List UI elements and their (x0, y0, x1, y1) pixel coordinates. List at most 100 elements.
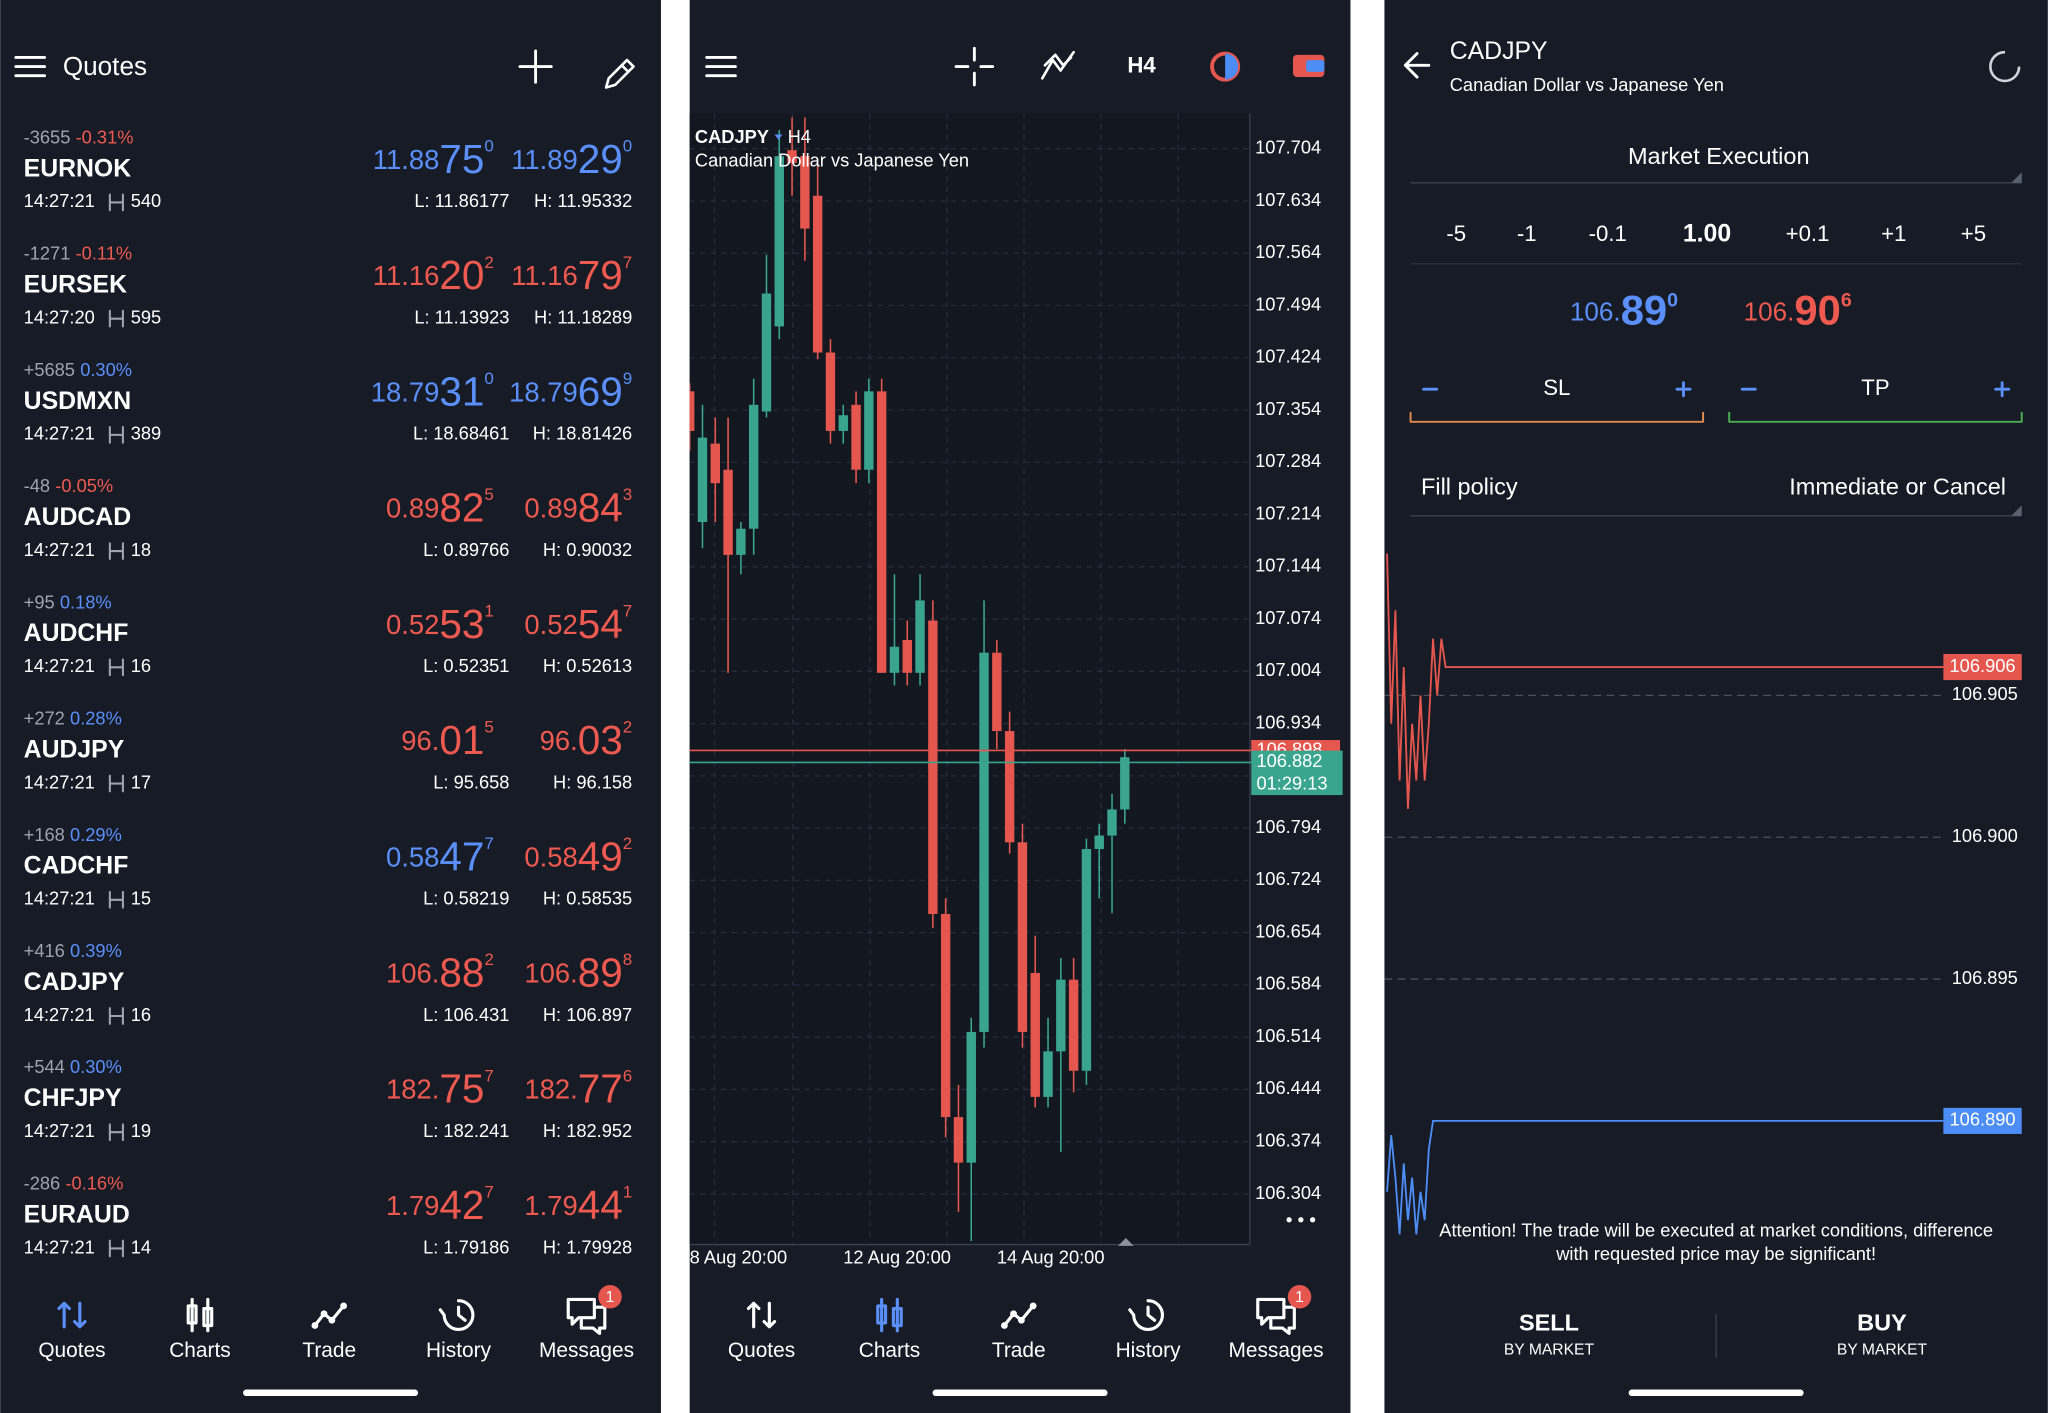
percent: 0.39% (70, 940, 122, 961)
nav-label[interactable]: Charts (169, 1339, 230, 1362)
nav-icon (566, 1297, 607, 1335)
y-tick-label: 106.934 (1255, 711, 1321, 732)
nav-icon-dot (1001, 1322, 1008, 1329)
bid-prefix: 0.52 (386, 609, 439, 640)
nav-icon-dot (1029, 1302, 1037, 1310)
ask-price: 1.79441 (524, 1182, 632, 1228)
change: -286 (24, 1172, 61, 1193)
fill-policy: Immediate or Cancel (1789, 474, 2006, 500)
change-line: +544 0.30% (24, 1056, 122, 1077)
trade-screen (1384, 0, 2048, 1413)
candle-body (748, 404, 759, 529)
ask-prefix: 106. (1744, 296, 1795, 326)
volume-step[interactable]: +1 (1881, 221, 1906, 246)
x-tick-label: 12 Aug 20:00 (843, 1247, 951, 1268)
bid-big: 82 (439, 484, 484, 530)
nav-label[interactable]: Messages (539, 1339, 634, 1362)
ask-prefix: 96. (540, 725, 578, 756)
ask-price: 18.79699 (509, 368, 632, 414)
symbol: EURNOK (24, 155, 132, 182)
y-tick-label: 107.214 (1255, 502, 1321, 523)
nav-label[interactable]: Quotes (38, 1339, 105, 1362)
candle-body (1043, 1051, 1053, 1097)
ask-prefix: 18.79 (509, 377, 578, 408)
nav-label[interactable]: Messages (1228, 1339, 1323, 1362)
ask-sup: 6 (1841, 290, 1852, 312)
percent: -0.11% (76, 242, 133, 263)
bid-sup: 2 (484, 253, 493, 272)
bid-price: 0.58477 (386, 833, 494, 879)
candle-body (889, 646, 900, 673)
time: 14:27:21 (24, 1236, 95, 1257)
candle-body (1081, 849, 1092, 1071)
time: 14:27:21 (24, 423, 95, 444)
volume-step[interactable]: -1 (1517, 221, 1537, 246)
bid-sup: 0 (484, 137, 493, 156)
y-tick-label: 107.354 (1255, 398, 1321, 419)
scroll-marker (1118, 1238, 1134, 1246)
chart-symbol: CADJPY (695, 126, 769, 147)
spread: 15 (131, 888, 151, 909)
volume-step[interactable]: -0.1 (1589, 221, 1627, 246)
spread-icon (108, 193, 124, 212)
nav-icon (1128, 1299, 1164, 1331)
y-tick-label: 106.654 (1255, 920, 1321, 941)
y-tick-label: 106.794 (1255, 816, 1321, 837)
buy-sub: BY MARKET (1837, 1341, 1928, 1358)
sl-label: SL (1543, 375, 1570, 400)
nav-label[interactable]: History (1116, 1339, 1182, 1362)
nav-icon-dot (311, 1322, 319, 1329)
nav-label[interactable]: Trade (992, 1339, 1046, 1362)
bid-prefix: 18.79 (371, 377, 440, 408)
nav-icon-dot (1010, 1310, 1017, 1318)
volume-step[interactable]: -5 (1446, 221, 1466, 246)
volume-step[interactable]: +5 (1961, 221, 1986, 246)
buy-button[interactable]: BUY (1857, 1309, 1907, 1335)
candle-body (966, 1031, 976, 1163)
execution: Market Execution (1628, 143, 1810, 169)
quotes-screen (0, 0, 661, 1413)
nav-icon (186, 1297, 214, 1333)
back-icon (1403, 52, 1431, 79)
change-line: -1271 -0.11% (24, 242, 132, 263)
y-tick-label: 106.304 (1255, 1182, 1321, 1203)
nav-label[interactable]: Trade (302, 1339, 356, 1362)
ask-big: 77 (578, 1065, 623, 1111)
time: 14:27:21 (24, 190, 95, 211)
home-indicator (1628, 1389, 1804, 1397)
ask-price: 11.89290 (511, 136, 632, 182)
change: +168 (24, 824, 65, 845)
plus-icon (1675, 381, 1692, 398)
y-tick-label: 106.905 (1952, 683, 2018, 704)
candle-body (1004, 731, 1015, 843)
ask-prefix: 11.89 (511, 144, 578, 175)
nav-label[interactable]: Charts (859, 1339, 920, 1362)
candle-body (1017, 842, 1028, 1032)
bid-price: 11.88750 (373, 136, 494, 182)
crosshair-icon (954, 46, 995, 87)
bid-sup: 1 (484, 602, 493, 621)
spread-icon (108, 425, 124, 444)
volume-step[interactable]: 1.00 (1683, 221, 1731, 248)
bid-sup: 7 (484, 834, 493, 853)
nav-label[interactable]: Quotes (728, 1339, 795, 1362)
ask-price: 106.898 (524, 949, 632, 995)
time: 14:27:21 (24, 771, 95, 792)
add-icon (518, 49, 553, 84)
volume-step[interactable]: +0.1 (1786, 221, 1830, 246)
nav-label[interactable]: History (426, 1339, 492, 1362)
percent: 0.30% (80, 359, 132, 380)
spread: 18 (131, 539, 151, 560)
change-line: -48 -0.05% (24, 475, 114, 496)
candle-body (1107, 809, 1117, 836)
nav-icon-dot (340, 1302, 348, 1310)
y-tick-label: 107.284 (1255, 450, 1321, 471)
bid-big: 31 (439, 368, 484, 414)
sell-button[interactable]: SELL (1519, 1309, 1579, 1335)
ask-prefix: 0.52 (524, 609, 577, 640)
change-line: +168 0.29% (24, 824, 122, 845)
time: 14:27:21 (24, 539, 95, 560)
percent: 0.29% (70, 824, 122, 845)
candle-body (1094, 835, 1104, 850)
